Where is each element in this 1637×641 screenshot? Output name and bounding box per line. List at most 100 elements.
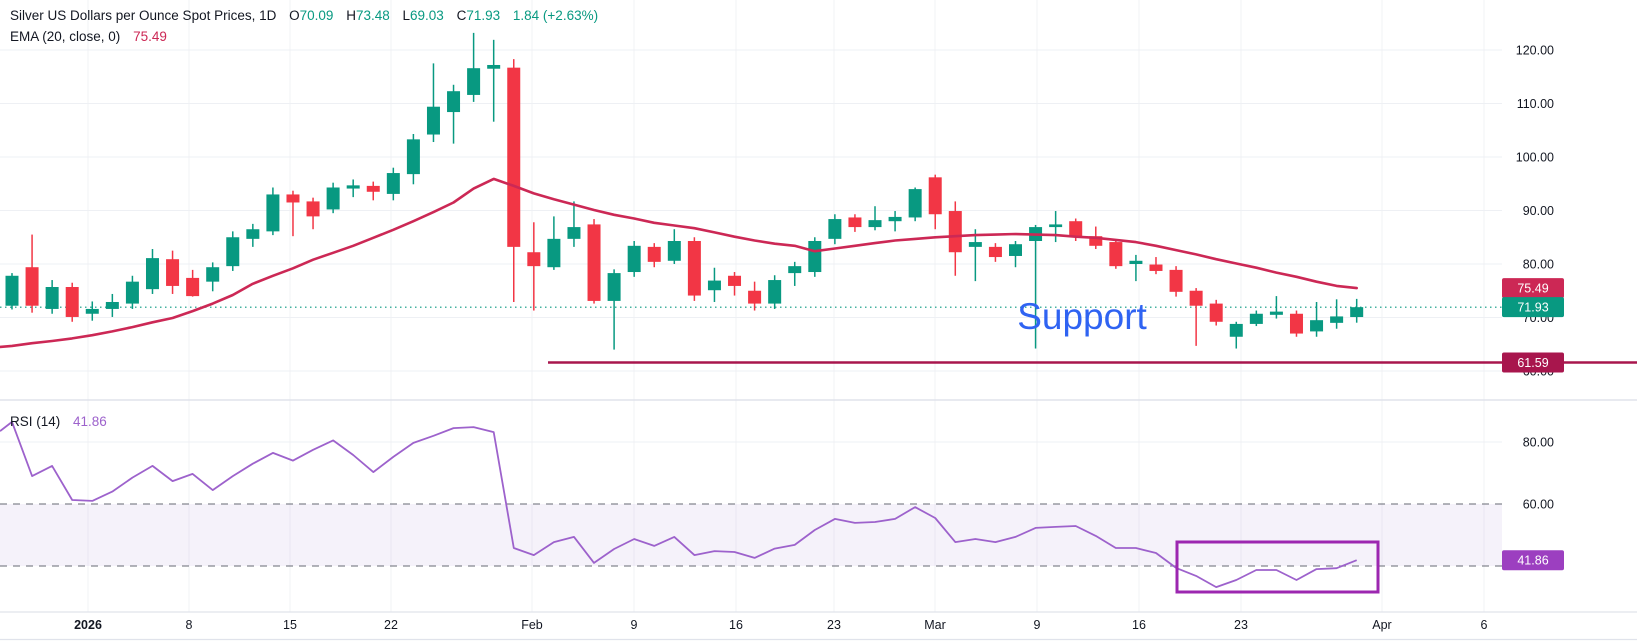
candle [707, 280, 721, 291]
ema-badge [1502, 278, 1564, 299]
candle [1169, 269, 1183, 292]
time-axis-label: Feb [521, 618, 543, 632]
candle [1269, 311, 1283, 315]
candle [45, 287, 59, 309]
ema-line [0, 177, 1358, 349]
candle [346, 185, 360, 189]
candle [65, 287, 79, 317]
candle [828, 219, 842, 239]
price-axis-label: 110.00 [1517, 97, 1554, 111]
candle [527, 252, 541, 267]
time-axis-label: 2026 [74, 618, 102, 632]
time-axis-label: 9 [631, 618, 638, 632]
rsi-legend-value: 41.86 [73, 414, 107, 429]
price-axis-label: 120.00 [1516, 44, 1554, 58]
candle [1189, 290, 1203, 306]
candle [748, 290, 762, 304]
time-axis-label: 9 [1034, 618, 1041, 632]
rsi-legend-label: RSI (14) [10, 414, 61, 429]
support-badge [1502, 352, 1564, 373]
time-axis-label: 23 [1234, 618, 1248, 632]
time-axis-label: 8 [186, 618, 193, 632]
support-badge-value: 61.59 [1517, 356, 1548, 370]
ema-badge-value: 75.49 [1517, 282, 1548, 296]
ema-legend[interactable]: EMA (20, close, 0) 75.49 [10, 29, 167, 44]
ohlc-open-label: O70.09 [289, 8, 334, 23]
candle [1129, 260, 1143, 264]
candle [808, 240, 822, 273]
candle [426, 106, 440, 135]
candle [627, 245, 641, 273]
candle [105, 301, 119, 309]
ohlc-close-value: 71.93 [466, 8, 501, 23]
candle [788, 266, 802, 274]
candle [928, 177, 942, 215]
candle [266, 194, 280, 232]
ema-legend-label: EMA (20, close, 0) [10, 29, 121, 44]
candle [868, 220, 882, 228]
rsi-annotation-box[interactable] [1175, 540, 1380, 594]
candle [447, 91, 461, 113]
change-value: 1.84 (+2.63%) [512, 8, 599, 23]
candle [467, 68, 481, 95]
candle [125, 281, 139, 304]
candle [647, 246, 661, 262]
candle [326, 187, 340, 210]
symbol-title: Silver US Dollars per Ounce Spot Prices,… [10, 8, 277, 23]
candle [1330, 316, 1344, 323]
rsi-legend[interactable]: RSI (14) 41.86 [10, 414, 107, 429]
candle [246, 229, 260, 239]
candle [908, 189, 922, 218]
time-axis-label: Mar [924, 618, 946, 632]
time-axis-label: 15 [283, 618, 297, 632]
candle [306, 201, 320, 217]
candle [768, 280, 782, 304]
ohlc-open-value: 70.09 [299, 8, 334, 23]
support-annotation[interactable]: Support [1017, 296, 1147, 337]
candle [85, 308, 99, 314]
candle [607, 273, 621, 301]
candle [968, 242, 982, 247]
candle [587, 224, 601, 301]
time-axis-label: 16 [1132, 618, 1146, 632]
candle [1249, 313, 1263, 324]
candle [1089, 236, 1103, 246]
candle [1149, 264, 1163, 271]
candle [687, 240, 701, 296]
time-axis-label: 22 [384, 618, 398, 632]
candle [226, 237, 240, 267]
price-axis-label: 80.00 [1523, 258, 1554, 272]
candle [487, 64, 501, 69]
symbol-legend[interactable]: Silver US Dollars per Ounce Spot Prices,… [10, 8, 598, 23]
rsi-axis-label: 60.00 [1523, 498, 1554, 512]
candle [1109, 242, 1123, 267]
candle [547, 238, 561, 268]
time-axis-label: 23 [827, 618, 841, 632]
rsi-band [0, 504, 1502, 566]
rsi-badge [1502, 550, 1564, 571]
candle [386, 173, 400, 194]
candle [728, 275, 742, 286]
candle [366, 185, 380, 192]
candle [507, 67, 521, 247]
rsi-line [0, 421, 1358, 588]
time-axis-label: Apr [1372, 618, 1391, 632]
price-axis[interactable] [1502, 0, 1637, 612]
candle [25, 267, 39, 306]
ema-legend-value: 75.49 [133, 29, 167, 44]
ohlc-close-label: C71.93 [456, 8, 501, 23]
candle [1209, 303, 1223, 322]
candle [206, 267, 220, 282]
candle [1229, 323, 1243, 337]
candle [1289, 313, 1303, 334]
time-axis[interactable] [0, 612, 1637, 641]
price-axis-label: 90.00 [1523, 204, 1554, 218]
last-price-badge-value: 71.93 [1517, 301, 1548, 315]
candle [567, 227, 581, 239]
candle [286, 194, 300, 203]
candle [1049, 224, 1063, 228]
last-price-badge [1502, 297, 1564, 318]
candle [166, 259, 180, 286]
